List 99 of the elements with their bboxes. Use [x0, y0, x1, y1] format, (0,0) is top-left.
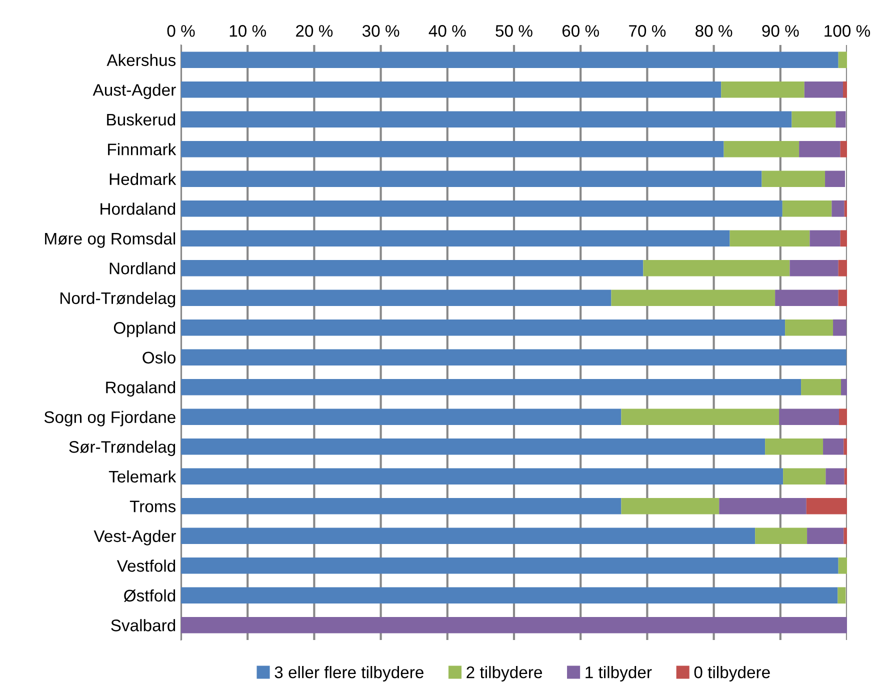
bar — [801, 378, 842, 396]
legend-label: 2 tilbydere — [466, 666, 542, 682]
x-tick-label: 50 % — [496, 25, 532, 37]
bar — [181, 378, 802, 396]
bar — [832, 200, 844, 217]
bar — [181, 528, 756, 544]
bar — [844, 468, 847, 485]
bar — [181, 260, 644, 276]
bar — [826, 468, 844, 485]
x-tick-label: 10 % — [230, 25, 266, 37]
bar — [838, 290, 847, 306]
legend-label: 3 eller flere tilbydere — [274, 666, 424, 682]
bar — [755, 528, 808, 544]
bar — [181, 52, 838, 68]
bar — [181, 170, 762, 188]
y-tick-label: Rogaland — [106, 381, 176, 397]
bar — [181, 349, 846, 366]
bar — [806, 498, 847, 514]
x-tick-label: 30 % — [362, 25, 400, 37]
x-tick-label: 70 % — [629, 25, 666, 37]
y-tick-label: Vest-Agder — [94, 530, 176, 546]
bar — [621, 498, 720, 514]
bar — [825, 170, 845, 188]
y-tick-label: Akershus — [106, 54, 176, 66]
bar — [807, 528, 844, 544]
bar — [765, 438, 824, 455]
bar — [181, 468, 784, 485]
y-tick-label: Svalbard — [111, 619, 176, 632]
x-tick-label: 20 % — [296, 25, 333, 37]
bar — [730, 230, 810, 247]
bar — [643, 260, 790, 276]
bar — [762, 170, 826, 188]
y-tick-label: Nordland — [110, 262, 176, 274]
bar — [838, 52, 847, 68]
bar — [833, 319, 846, 336]
bar — [775, 290, 838, 306]
bar — [790, 260, 838, 276]
bar — [181, 408, 622, 426]
y-tick-label: Sør-Trøndelag — [69, 440, 176, 456]
bar — [799, 140, 840, 158]
bar — [838, 557, 847, 574]
bar — [779, 408, 840, 426]
legend-label: 1 tilbyder — [586, 666, 652, 682]
x-tick-label: 80 % — [696, 25, 732, 37]
x-tick-label: 60 % — [562, 25, 599, 37]
bar — [724, 140, 800, 158]
y-tick-label: Oppland — [114, 322, 176, 338]
bar — [783, 468, 826, 485]
bar — [841, 378, 847, 396]
bar — [838, 260, 847, 276]
y-tick-label: Troms — [130, 500, 176, 512]
y-tick-label: Oslo — [142, 351, 176, 364]
y-tick-label: Østfold — [124, 589, 176, 602]
bar — [785, 319, 834, 336]
bar — [782, 200, 832, 217]
bar — [181, 616, 847, 634]
bar — [719, 498, 806, 514]
y-tick-label: Finnmark — [108, 143, 176, 156]
bar — [844, 200, 847, 217]
bar — [810, 230, 840, 247]
bar — [792, 111, 836, 128]
y-tick-label: Buskerud — [107, 113, 176, 126]
bar — [181, 81, 722, 98]
legend-label: 0 tilbydere — [694, 666, 770, 682]
bar — [839, 408, 847, 426]
bar — [181, 140, 724, 158]
bar — [843, 81, 847, 98]
bar — [611, 290, 776, 306]
bar — [181, 319, 786, 336]
bar — [840, 140, 847, 158]
bar — [838, 587, 846, 604]
bar — [181, 230, 730, 247]
bar — [181, 290, 612, 306]
bar — [181, 498, 622, 514]
bar — [844, 438, 847, 455]
y-tick-label: Sogn og Fjordane — [44, 410, 176, 426]
y-tick-label: Vestfold — [116, 560, 176, 572]
x-tick-label: 40 % — [428, 25, 466, 37]
y-tick-label: Nord-Trøndelag — [60, 292, 176, 308]
x-tick-label: 90 % — [762, 25, 799, 37]
bar — [721, 81, 804, 98]
bar — [181, 200, 782, 217]
y-tick-label: Telemark — [108, 470, 176, 483]
x-tick-label: 100 % — [824, 25, 870, 37]
bar — [823, 438, 844, 455]
bar — [181, 587, 838, 604]
bar — [181, 557, 838, 574]
x-tick-label: 0 % — [167, 25, 195, 37]
bar — [181, 438, 766, 455]
bar — [840, 230, 847, 247]
bar — [836, 111, 846, 128]
bar — [621, 408, 780, 426]
bar — [844, 528, 847, 544]
y-tick-label: Hordaland — [100, 202, 176, 215]
bar — [181, 111, 792, 128]
y-tick-label: Hedmark — [110, 172, 176, 186]
y-tick-label: Aust-Agder — [92, 84, 176, 100]
y-tick-label: Møre og Romsdal — [45, 232, 176, 248]
bar — [804, 81, 844, 98]
